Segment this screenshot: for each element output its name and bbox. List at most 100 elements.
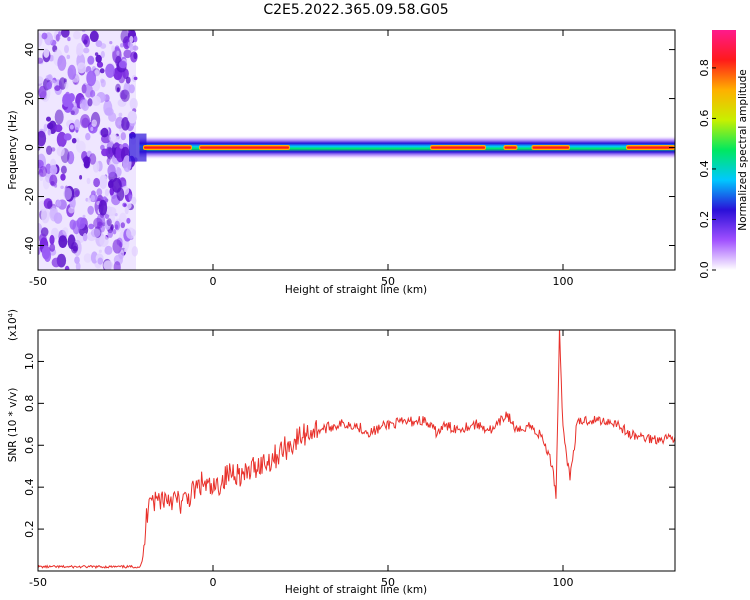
noise-speck — [69, 124, 74, 130]
noise-speck — [58, 31, 62, 37]
noise-speck — [75, 262, 81, 270]
noise-speck — [38, 57, 44, 64]
noise-speck — [54, 234, 58, 240]
snr-y-tick-label: 0.4 — [23, 478, 36, 496]
spectrogram-x-tick-label: 50 — [381, 275, 395, 288]
noise-speck — [127, 41, 133, 48]
noise-speck — [106, 206, 117, 216]
noise-speck — [56, 146, 65, 157]
colorbar-tick-label: 0.4 — [698, 160, 711, 178]
noise-speck — [82, 214, 86, 218]
noise-speck — [53, 212, 63, 224]
noise-speck — [77, 62, 87, 74]
spectrogram-y-tick-label: -40 — [23, 237, 36, 255]
noise-speck — [99, 235, 109, 247]
noise-speck — [45, 74, 52, 81]
noise-speck — [71, 138, 77, 144]
noise-speck — [95, 54, 102, 63]
noise-speck — [38, 85, 47, 100]
noise-speck — [87, 197, 92, 203]
noise-speck — [120, 132, 127, 141]
noise-speck — [114, 45, 120, 51]
noise-speck — [84, 83, 93, 98]
noise-speck — [76, 140, 86, 153]
noise-speck — [49, 174, 58, 187]
noise-speck — [49, 243, 56, 252]
noise-speck — [60, 173, 66, 181]
noise-speck — [96, 61, 104, 68]
noise-speck — [100, 50, 105, 59]
snr-frame — [37, 329, 676, 572]
noise-speck — [119, 144, 124, 149]
noise-speck — [111, 45, 115, 52]
noise-speck — [127, 110, 137, 124]
noise-speck — [127, 30, 131, 33]
noise-speck — [38, 246, 41, 256]
noise-speck — [87, 205, 94, 215]
noise-speck — [63, 187, 72, 200]
spectrogram-frame — [37, 29, 676, 271]
signal-peak — [431, 146, 485, 149]
noise-speck — [120, 30, 129, 44]
colorbar-tick-label: 0.0 — [698, 261, 711, 279]
colorbar-label: Normalized spectral amplitude — [737, 69, 749, 230]
noise-speck — [63, 133, 72, 141]
noise-speck — [123, 203, 127, 207]
snr-y-multiplier: (x10⁴) — [7, 309, 19, 341]
noise-speck — [38, 166, 48, 177]
snr-y-tick-label: 0.6 — [23, 437, 36, 455]
noise-speck — [79, 99, 88, 110]
noise-speck — [83, 253, 92, 263]
noise-speck — [120, 89, 130, 102]
noise-speck — [56, 199, 62, 207]
noise-speck — [95, 40, 103, 48]
snr-ticks: -50 0 50 100 0.2 0.4 0.6 0.8 1.0 — [23, 330, 675, 589]
noise-speck — [72, 245, 78, 252]
noise-speck — [90, 228, 101, 238]
noise-speck — [76, 42, 84, 56]
noise-speck — [42, 176, 50, 190]
noise-speck — [43, 123, 48, 132]
noise-speck — [104, 245, 113, 255]
noise-speck — [51, 257, 61, 268]
spectrogram-x-tick-label: 0 — [210, 275, 217, 288]
spectrogram-x-label: Height of straight line (km) — [285, 284, 427, 296]
noise-speck — [73, 31, 81, 40]
noise-speck — [46, 116, 51, 122]
snr-x-label: Height of straight line (km) — [285, 584, 427, 596]
noise-speck — [106, 218, 112, 227]
noise-speck — [100, 127, 109, 138]
noise-speck — [47, 122, 54, 130]
noise-speck — [93, 217, 103, 229]
snr-y-tick-label: 1.0 — [23, 353, 36, 371]
noise-speck — [116, 87, 120, 92]
snr-y-tick-label: 0.2 — [23, 520, 36, 538]
noise-speck — [57, 55, 67, 71]
noise-speck — [72, 220, 81, 235]
noise-speck — [114, 142, 119, 147]
colorbar-gradient — [712, 30, 736, 270]
noise-speck — [83, 39, 88, 45]
noise-speck — [41, 207, 50, 224]
noise-speck — [112, 229, 117, 235]
noise-speck — [82, 233, 88, 242]
noise-speck — [87, 55, 95, 65]
noise-speck — [40, 243, 44, 250]
snr-x-tick-label: -50 — [29, 576, 47, 589]
noise-speck — [107, 164, 116, 178]
noise-speck — [125, 76, 131, 84]
snr-panel: -50 0 50 100 0.2 0.4 0.6 0.8 1.0 Height of strai… — [7, 309, 676, 596]
spectrogram-ticks: -50 0 50 100 40 20 0 -20 -40 — [23, 30, 675, 288]
colorbar-tick-label: 0.6 — [698, 110, 711, 128]
noise-speck — [91, 95, 101, 107]
noise-speck — [124, 206, 129, 215]
spectrogram-panel: -50 0 50 100 40 20 0 -20 -40 Height of straight … — [7, 29, 676, 296]
noise-speck — [38, 130, 47, 147]
noise-speck — [46, 145, 53, 155]
noise-speck — [88, 223, 95, 230]
noise-speck — [124, 248, 128, 252]
noise-speck — [38, 33, 43, 47]
noise-speck — [81, 30, 86, 33]
spectrogram-y-tick-label: 40 — [23, 43, 36, 57]
signal-peak — [144, 146, 191, 149]
